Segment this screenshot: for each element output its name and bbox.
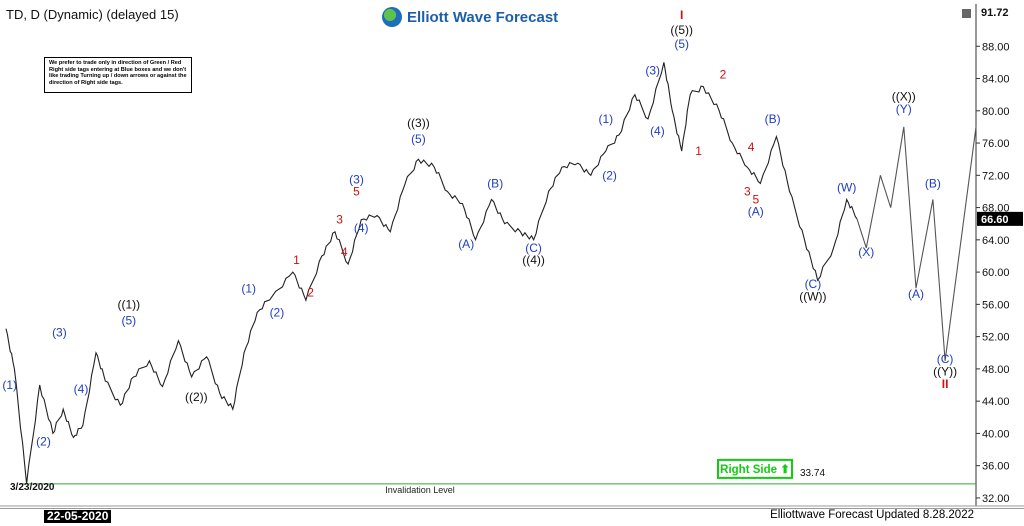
wave-label: (5) xyxy=(121,314,136,328)
wave-label: ((5)) xyxy=(670,23,693,37)
wave-label: (X) xyxy=(858,245,874,259)
wave-label: (1) xyxy=(241,281,256,295)
wave-label: (4) xyxy=(354,221,369,235)
y-tick-label: 48.00 xyxy=(982,364,1010,376)
wave-label: (Y) xyxy=(896,102,912,116)
y-tick-label: 60.00 xyxy=(982,267,1010,279)
y-tick-label: 88.00 xyxy=(982,41,1010,53)
y-tick-label: 64.00 xyxy=(982,235,1010,247)
wave-label: (4) xyxy=(74,382,89,396)
y-tick-label: 68.00 xyxy=(982,203,1010,215)
footer-bar xyxy=(0,508,1024,526)
wave-label: 2 xyxy=(307,285,314,299)
footer-date-tag: 22-05-2020 xyxy=(44,510,112,523)
y-tick-label: 72.00 xyxy=(982,170,1010,182)
wave-label: (B) xyxy=(925,176,941,190)
top-price-label: 91.72 xyxy=(981,7,1009,19)
projection-path xyxy=(856,126,977,361)
y-tick-label: 36.00 xyxy=(982,461,1010,473)
wave-label: 3 xyxy=(744,185,751,199)
wave-label: (3) xyxy=(52,326,67,340)
wave-label: (5) xyxy=(411,132,426,146)
wave-label: (A) xyxy=(908,287,924,301)
wave-label: 1 xyxy=(695,144,702,158)
y-tick-label: 32.00 xyxy=(982,493,1010,505)
wave-label: II xyxy=(942,377,949,391)
start-date-label: 3/23/2020 xyxy=(10,482,55,493)
wave-label: 4 xyxy=(341,245,348,259)
wave-label: ((2)) xyxy=(185,390,208,404)
wave-label: 5 xyxy=(353,185,360,199)
wave-label: (A) xyxy=(458,237,474,251)
last-price-box xyxy=(977,211,1023,226)
wave-label: (C) xyxy=(937,352,954,366)
wave-label: I xyxy=(680,8,683,22)
brand-name: Elliott Wave Forecast xyxy=(407,8,559,26)
wave-label: (3) xyxy=(349,172,364,186)
chart-title: TD, D (Dynamic) (delayed 15) xyxy=(6,7,179,22)
right-side-label: Right Side ⬆ xyxy=(720,463,790,476)
wave-label: ((Y)) xyxy=(933,364,957,378)
right-side-box xyxy=(717,458,793,479)
trading-note: We prefer to trade only in direction of … xyxy=(44,57,192,93)
wave-label: (B) xyxy=(765,112,781,126)
wave-label: (2) xyxy=(36,435,51,449)
price-series-line xyxy=(5,62,858,484)
globe-logo-icon xyxy=(382,7,402,27)
footer-updated: Elliottwave Forecast Updated 8.28.2022 xyxy=(770,509,974,521)
y-tick-label: 56.00 xyxy=(982,299,1010,311)
wave-label: (A) xyxy=(748,205,764,219)
wave-label: ((1)) xyxy=(117,297,140,311)
invalidation-value: 33.74 xyxy=(800,468,825,479)
wave-label: (1) xyxy=(598,112,613,126)
wave-label: (1) xyxy=(2,378,17,392)
wave-label: ((3)) xyxy=(407,116,430,130)
wave-label: ((W)) xyxy=(799,289,826,303)
y-tick-label: 44.00 xyxy=(982,396,1010,408)
wave-label: (C) xyxy=(525,241,542,255)
brand: Elliott Wave Forecast xyxy=(382,6,558,28)
y-tick-label: 80.00 xyxy=(982,106,1010,118)
wave-label: 4 xyxy=(748,140,755,154)
wave-label: (B) xyxy=(487,176,503,190)
y-tick-label: 52.00 xyxy=(982,332,1010,344)
y-tick-label: 40.00 xyxy=(982,428,1010,440)
wave-label: 2 xyxy=(720,68,727,82)
settings-icon[interactable] xyxy=(962,9,971,18)
wave-label: 5 xyxy=(752,193,759,207)
wave-label: (2) xyxy=(602,168,617,182)
wave-label: (3) xyxy=(645,64,660,78)
last-price-label: 66.60 xyxy=(981,214,1009,226)
wave-label: (4) xyxy=(650,124,665,138)
wave-label: (C) xyxy=(805,277,822,291)
wave-label: (2) xyxy=(270,306,285,320)
wave-label: (5) xyxy=(674,37,689,51)
wave-label: 3 xyxy=(336,213,343,227)
wave-label: ((X)) xyxy=(892,89,916,103)
invalidation-label: Invalidation Level xyxy=(385,485,455,495)
wave-label: 1 xyxy=(293,253,300,267)
wave-label: ((4)) xyxy=(522,253,545,267)
y-tick-label: 76.00 xyxy=(982,138,1010,150)
wave-label: (W) xyxy=(837,180,856,194)
y-tick-label: 84.00 xyxy=(982,74,1010,86)
